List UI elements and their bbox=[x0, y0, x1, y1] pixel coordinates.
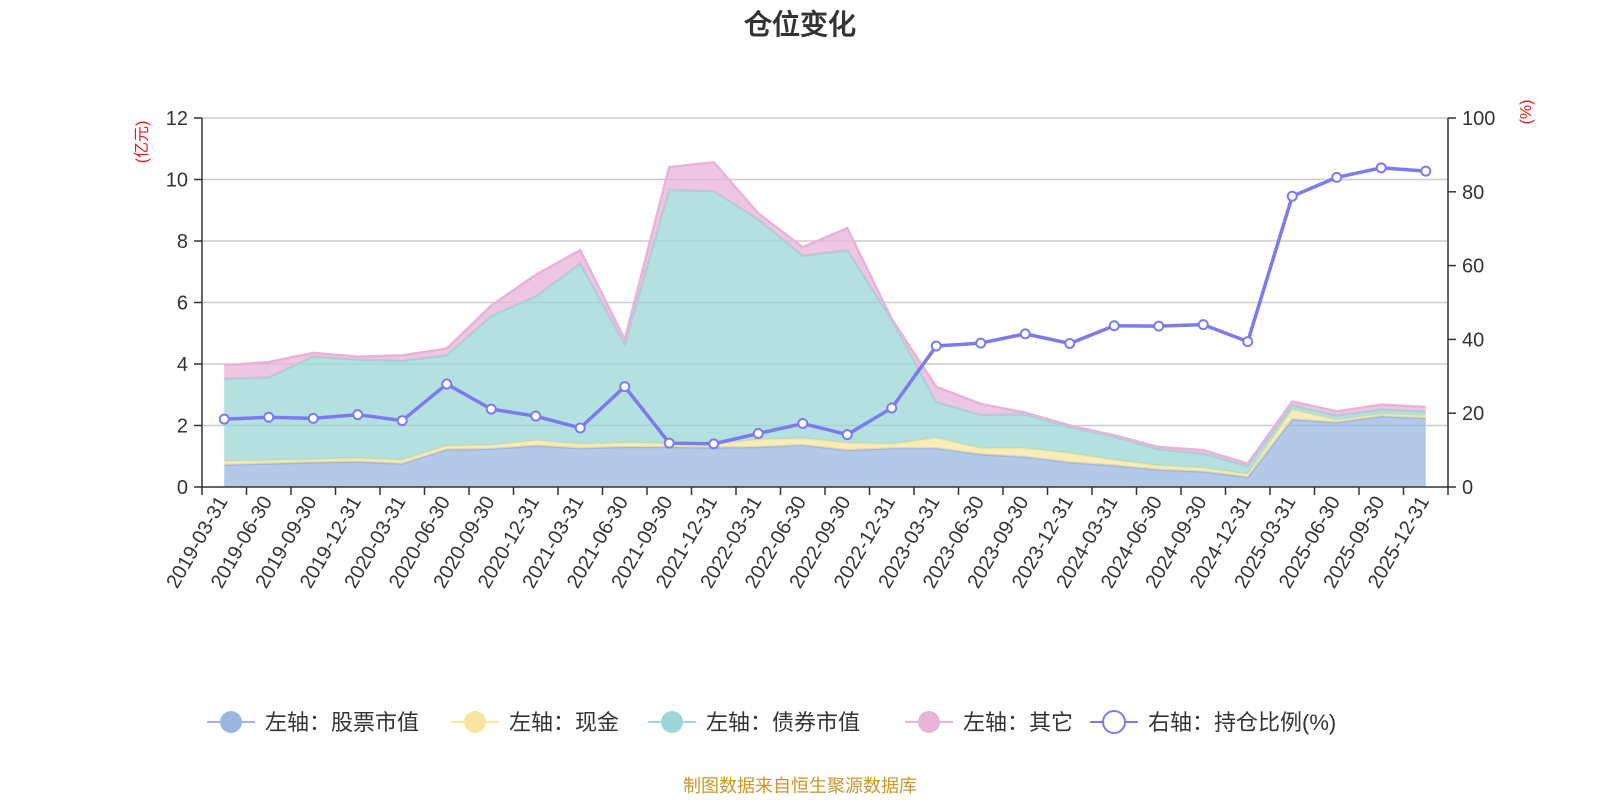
ratio-line-path bbox=[224, 166, 1426, 446]
left-tick-label: 8 bbox=[177, 231, 188, 253]
left-tick-label: 10 bbox=[166, 170, 188, 192]
legend-label: 左轴：现金 bbox=[509, 710, 619, 735]
area-左轴：债券市值 bbox=[224, 189, 1426, 475]
ratio-point[interactable] bbox=[530, 410, 542, 422]
ratio-point[interactable] bbox=[663, 437, 675, 449]
ratio-point[interactable] bbox=[1197, 319, 1209, 331]
data-source-note: 制图数据来自恒生聚源数据库 bbox=[683, 776, 917, 796]
legend-item[interactable]: 左轴：其它 bbox=[905, 710, 1073, 735]
ratio-point[interactable] bbox=[1108, 320, 1120, 332]
ratio-point[interactable] bbox=[307, 412, 319, 424]
ratio-point[interactable] bbox=[352, 409, 364, 421]
ratio-point[interactable] bbox=[441, 378, 453, 390]
ratio-point[interactable] bbox=[1019, 328, 1031, 340]
right-tick-label: 0 bbox=[1462, 477, 1473, 499]
ratio-point[interactable] bbox=[1153, 320, 1165, 332]
legend-label: 右轴：持仓比例(%) bbox=[1148, 710, 1336, 735]
right-tick-label: 20 bbox=[1462, 403, 1484, 425]
ratio-point[interactable] bbox=[485, 403, 497, 415]
right-tick-label: 40 bbox=[1462, 329, 1484, 351]
legend-label: 左轴：其它 bbox=[963, 710, 1073, 735]
ratio-point[interactable] bbox=[619, 381, 631, 393]
legend[interactable]: 左轴：股票市值 左轴：现金 左轴：债券市值 左轴：其它 右轴：持仓比例(%) bbox=[207, 710, 1336, 735]
legend-marker bbox=[1102, 710, 1126, 734]
legend-item[interactable]: 左轴：现金 bbox=[451, 710, 619, 735]
ratio-point[interactable] bbox=[218, 413, 230, 425]
legend-marker bbox=[220, 711, 242, 733]
ratio-point[interactable] bbox=[1420, 165, 1432, 177]
ratio-point[interactable] bbox=[797, 418, 809, 430]
legend-label: 左轴：股票市值 bbox=[265, 710, 419, 735]
ratio-point[interactable] bbox=[1331, 171, 1343, 183]
legend-item[interactable]: 左轴：债券市值 bbox=[648, 710, 860, 735]
ratio-point[interactable] bbox=[752, 427, 764, 439]
area-edge-左轴：其它 bbox=[224, 160, 1426, 466]
legend-label: 左轴：债券市值 bbox=[706, 710, 860, 735]
ratio-point[interactable] bbox=[975, 337, 987, 349]
left-axis-unit: (亿元) bbox=[133, 121, 151, 164]
area-左轴：股票市值 bbox=[224, 416, 1426, 487]
area-左轴：现金 bbox=[224, 409, 1426, 478]
left-tick-label: 0 bbox=[177, 477, 188, 499]
ratio-point[interactable] bbox=[708, 438, 720, 450]
ratio-point[interactable] bbox=[1242, 336, 1254, 348]
left-tick-label: 6 bbox=[177, 293, 188, 315]
ratio-line bbox=[218, 162, 1432, 450]
chart-title: 仓位变化 bbox=[744, 8, 856, 40]
ratio-point[interactable] bbox=[1375, 162, 1387, 174]
ratio-point[interactable] bbox=[930, 340, 942, 352]
ratio-point[interactable] bbox=[886, 402, 898, 414]
ratio-point[interactable] bbox=[263, 411, 275, 423]
legend-item[interactable]: 右轴：持仓比例(%) bbox=[1090, 710, 1336, 735]
ratio-point[interactable] bbox=[1286, 190, 1298, 202]
legend-item[interactable]: 左轴：股票市值 bbox=[207, 710, 419, 735]
legend-marker bbox=[464, 711, 486, 733]
stacked-areas bbox=[224, 160, 1426, 487]
legend-marker bbox=[661, 711, 683, 733]
right-axis-unit: (%) bbox=[1518, 100, 1535, 125]
ratio-point[interactable] bbox=[396, 415, 408, 427]
legend-marker bbox=[918, 711, 940, 733]
left-tick-label: 12 bbox=[166, 108, 188, 130]
left-tick-label: 4 bbox=[177, 354, 188, 376]
ratio-point[interactable] bbox=[841, 429, 853, 441]
right-tick-label: 80 bbox=[1462, 182, 1484, 204]
ratio-point[interactable] bbox=[574, 422, 586, 434]
right-tick-label: 100 bbox=[1462, 108, 1495, 130]
right-tick-label: 60 bbox=[1462, 256, 1484, 278]
left-tick-label: 2 bbox=[177, 416, 188, 438]
ratio-point[interactable] bbox=[1064, 337, 1076, 349]
